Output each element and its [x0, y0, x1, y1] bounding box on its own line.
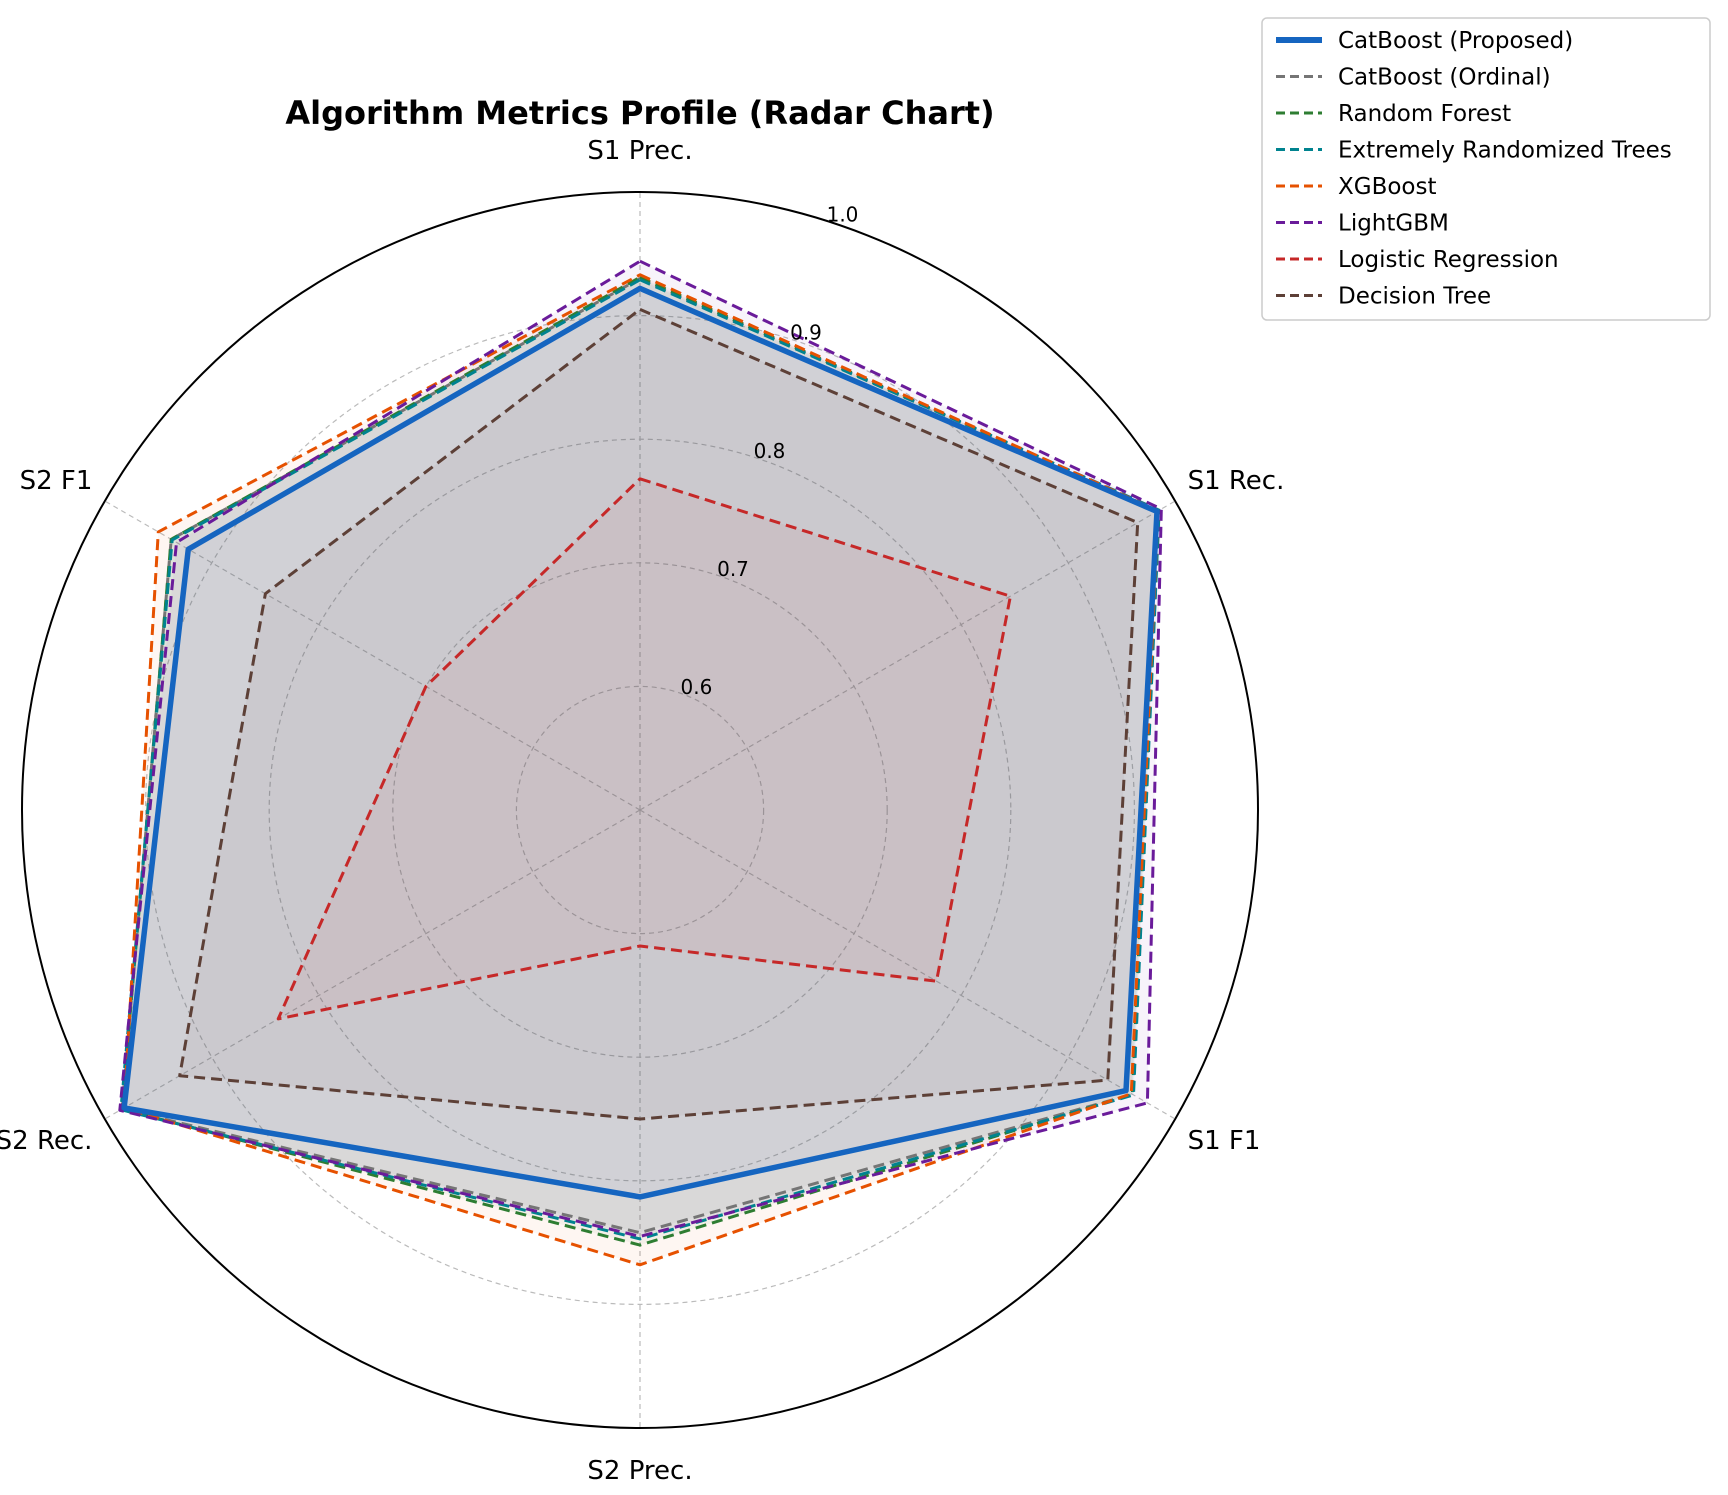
- legend-label: Logistic Regression: [1338, 247, 1559, 273]
- radial-tick-label: 0.9: [790, 321, 822, 345]
- legend-label: XGBoost: [1338, 174, 1437, 200]
- axis-label: S2 Prec.: [587, 1456, 692, 1486]
- series-fill: [124, 274, 1159, 1265]
- series-layer: [118, 259, 1163, 1267]
- radar-spoke: [639, 500, 1176, 811]
- series-line: [178, 307, 1140, 1121]
- radar-grid-ring: [515, 685, 765, 935]
- radar-grid-ring: [145, 315, 1135, 1305]
- legend-label: LightGBM: [1338, 211, 1449, 237]
- legend-label: Decision Tree: [1338, 284, 1491, 310]
- radar-outer-ring: [21, 191, 1259, 1429]
- radial-tick-label: 1.0: [827, 203, 859, 227]
- series-line: [121, 285, 1160, 1200]
- radar-grid: [21, 191, 1259, 1429]
- radial-tick-label: 0.7: [717, 557, 749, 581]
- chart-title: Algorithm Metrics Profile (Radar Chart): [285, 94, 994, 132]
- axis-label: S1 F1: [1188, 1126, 1261, 1156]
- radar-spoke: [104, 500, 641, 811]
- axis-label: S1 Prec.: [587, 136, 692, 166]
- legend-label: CatBoost (Ordinal): [1338, 65, 1551, 91]
- series-fill: [119, 261, 1162, 1237]
- series-fill: [278, 478, 1011, 1019]
- series-fill: [124, 288, 1158, 1197]
- series-fill: [179, 309, 1138, 1119]
- legend-frame: [1261, 17, 1711, 321]
- series-fill: [121, 277, 1159, 1246]
- series-fill: [121, 278, 1160, 1233]
- legend-label: Random Forest: [1338, 101, 1511, 127]
- radial-tick-labels: 0.6 0.7 0.8 0.9 1.0: [681, 203, 859, 699]
- radar-spoke: [639, 809, 1176, 1120]
- legend: CatBoost (Proposed) CatBoost (Ordinal) Ran…: [1261, 17, 1711, 321]
- radar-spoke: [104, 809, 641, 1120]
- axis-label: S2 Rec.: [0, 1126, 92, 1156]
- axis-label: S1 Rec.: [1188, 466, 1285, 496]
- axis-label: S2 F1: [20, 466, 93, 496]
- radial-tick-label: 0.6: [681, 675, 713, 699]
- legend-label: CatBoost (Proposed): [1338, 28, 1573, 54]
- radial-tick-label: 0.8: [754, 439, 786, 463]
- legend-label: Extremely Randomized Trees: [1338, 138, 1672, 164]
- series-line: [276, 477, 1012, 1021]
- axis-labels: S1 Prec. S1 Rec. S1 F1 S2 Prec. S2 Rec. S2 F1: [0, 136, 1284, 1486]
